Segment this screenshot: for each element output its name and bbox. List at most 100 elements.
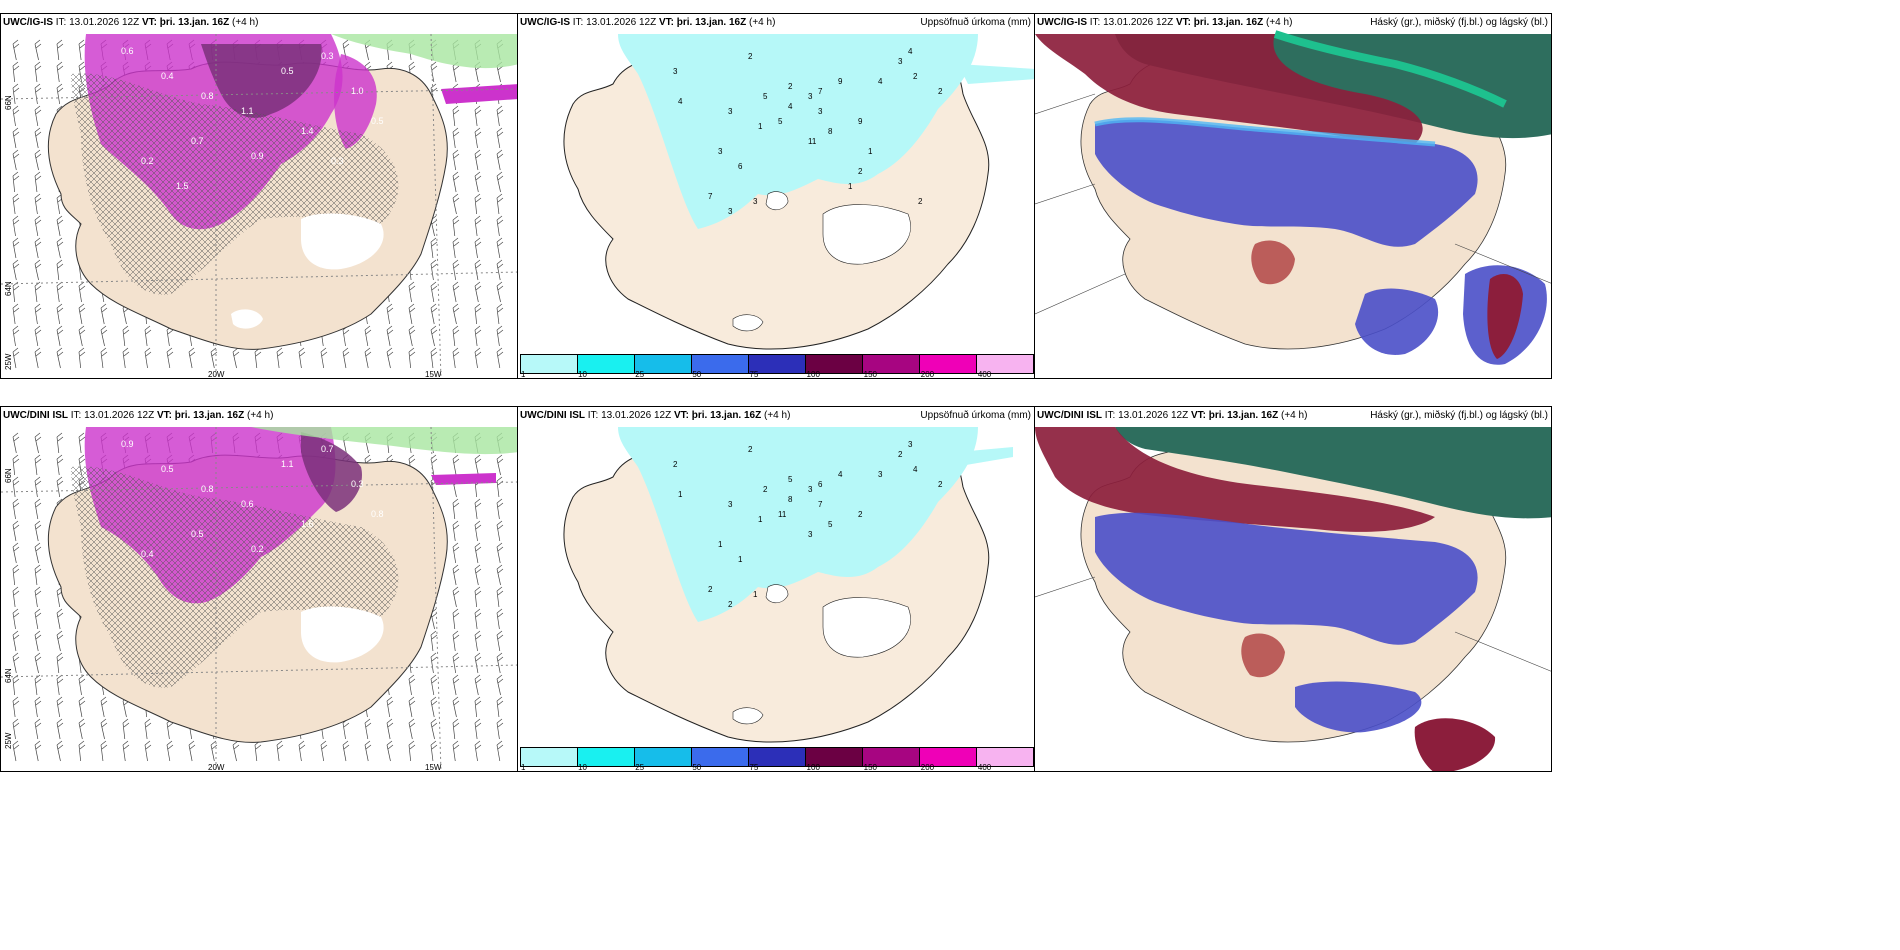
- wind-barb: [122, 740, 130, 762]
- wind-barb: [452, 564, 460, 586]
- colorbar-swatch: [692, 355, 749, 373]
- wind-barb: [166, 347, 174, 369]
- wind-barb: [122, 325, 130, 347]
- wind-barb: [474, 718, 482, 740]
- mid-cloud-patch-c: [1251, 240, 1295, 285]
- precip-amount-label: 4: [788, 102, 793, 111]
- wind-barb: [34, 61, 42, 83]
- qpf-label: 0.4: [161, 71, 174, 81]
- wind-barb: [34, 542, 42, 564]
- map-cloud-top: [1035, 14, 1551, 378]
- low-cloud-patch-s: [1295, 681, 1422, 733]
- precip-amount-label: 11: [778, 510, 787, 519]
- precip-amount-label: 5: [778, 117, 783, 126]
- colorbar-tick-label: 1: [521, 763, 526, 772]
- wind-barb: [452, 498, 460, 520]
- wind-barb: [56, 237, 64, 259]
- precip-title: Uppsöfnuð úrkoma (mm): [920, 17, 1031, 28]
- wind-barb: [56, 740, 64, 762]
- colorbar-tick-label: 400: [977, 370, 992, 379]
- precip-band-east: [441, 84, 517, 104]
- map-wind-precip-top: 0.6 0.4 0.8 1.1 0.5 0.3 1.0 0.7 0.2 1.4 0.9 0.5 1.5 0…: [1, 33, 517, 378]
- wind-barb: [364, 740, 372, 762]
- wind-barb: [496, 281, 504, 303]
- wind-barb: [452, 674, 460, 696]
- wind-barb: [34, 520, 42, 542]
- precip-amount-label: 9: [838, 77, 843, 86]
- precip-amount-label: 2: [763, 485, 768, 494]
- green-band: [251, 427, 517, 455]
- panel-precip-top: 2 3 4 3 5 1 2 3 3 4 5 7 9 8 11 9 4 3 2 2 4 3 6 7 3 3 2 1 1 2 UWC/IG-I…: [517, 13, 1035, 379]
- precip-amount-label: 2: [728, 600, 733, 609]
- wind-barb: [78, 303, 86, 325]
- wind-barb: [364, 325, 372, 347]
- wind-barb: [34, 586, 42, 608]
- colorbar-swatch: [977, 748, 1033, 766]
- wind-barb: [34, 105, 42, 127]
- wind-barb: [12, 586, 20, 608]
- wind-barb: [496, 105, 504, 127]
- wind-barb: [12, 608, 20, 630]
- wind-barb: [474, 520, 482, 542]
- colorbar-swatch: [749, 355, 806, 373]
- qpf-label: 1.5: [176, 181, 189, 191]
- qpf-labels: 0.6 0.4 0.8 1.1 0.5 0.3 1.0 0.7 0.2 1.4 0.9 0.5 1.5 0…: [121, 46, 384, 191]
- colorbar-swatch: [521, 748, 578, 766]
- hatch-fill: [71, 466, 399, 688]
- wind-barb: [210, 740, 218, 762]
- wind-barb: [78, 347, 86, 369]
- wind-barb: [474, 325, 482, 347]
- wind-barb: [12, 127, 20, 149]
- qpf-label: 0.8: [201, 484, 214, 494]
- wind-barb: [100, 303, 108, 325]
- panel-header: UWC/DINI ISL IT: 13.01.2026 12Z VT: þri.…: [520, 410, 791, 421]
- wind-barb: [12, 347, 20, 369]
- panel-wind-precip-bottom: 0.9 0.5 0.8 0.6 1.1 0.7 0.3 0.5 0.4 1.6 0.2 0.8 UWC…: [0, 406, 518, 772]
- precip-amount-label: 2: [913, 72, 918, 81]
- wind-barb: [430, 630, 438, 652]
- qpf-label: 0.9: [251, 151, 264, 161]
- qpf-label: 0.8: [201, 91, 214, 101]
- colorbar-tick-label: 25: [635, 370, 645, 379]
- wind-barb: [452, 193, 460, 215]
- wind-barb: [34, 83, 42, 105]
- axis-15w: 15W: [425, 370, 442, 379]
- wind-barb: [474, 696, 482, 718]
- white-patch-3: [732, 314, 764, 332]
- wind-barb: [12, 325, 20, 347]
- wind-barb: [496, 259, 504, 281]
- wind-barb: [408, 718, 416, 740]
- wind-barb: [34, 498, 42, 520]
- wind-barb: [34, 432, 42, 454]
- hatch-area: [71, 73, 399, 295]
- panel-header: UWC/DINI ISL IT: 13.01.2026 12Z VT: þri.…: [3, 410, 274, 421]
- wind-barb: [34, 608, 42, 630]
- wind-barb: [34, 674, 42, 696]
- wind-barb: [56, 630, 64, 652]
- map-cloud-bottom: [1035, 407, 1551, 771]
- wind-barb: [34, 740, 42, 762]
- wind-barb: [100, 718, 108, 740]
- wind-barb: [34, 696, 42, 718]
- wind-barb: [12, 454, 20, 476]
- precip-amount-label: 2: [898, 450, 903, 459]
- precip-amount-label: 3: [878, 470, 883, 479]
- precip-cyan: [618, 34, 978, 229]
- colorbar-swatch: [578, 355, 635, 373]
- wind-barb: [452, 520, 460, 542]
- qpf-label: 0.6: [241, 499, 254, 509]
- wind-barb: [254, 740, 262, 762]
- wind-barb: [12, 259, 20, 281]
- wind-barb: [386, 740, 394, 762]
- precip-amount-label: 2: [938, 480, 943, 489]
- precip-amount-label: 3: [718, 147, 723, 156]
- panel-header: UWC/IG-IS IT: 13.01.2026 12Z VT: þri. 13…: [3, 17, 259, 28]
- wind-barb: [496, 303, 504, 325]
- wind-barb: [56, 281, 64, 303]
- colorbar-tick-label: 200: [920, 370, 935, 379]
- wind-barb: [496, 652, 504, 674]
- wind-barb: [12, 718, 20, 740]
